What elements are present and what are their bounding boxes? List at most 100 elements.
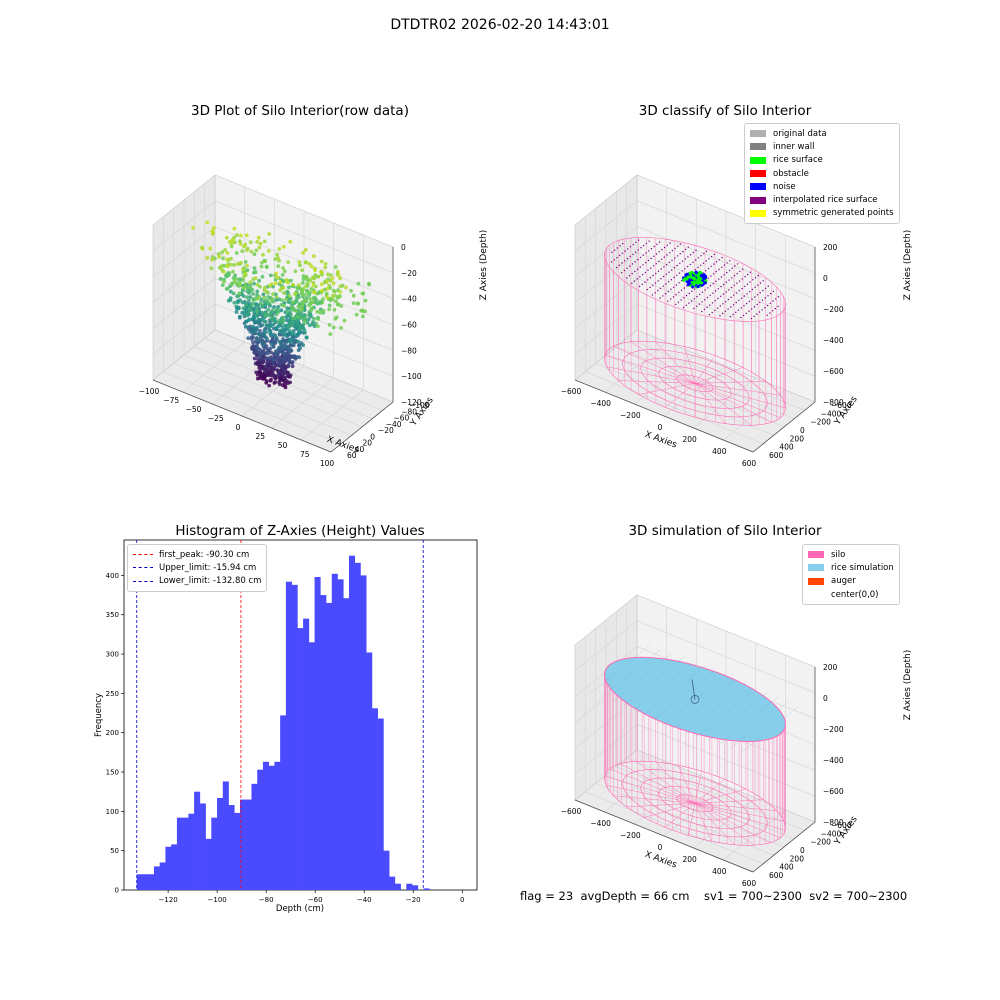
data-point: [355, 301, 360, 306]
data-point: [273, 316, 277, 321]
interpolated-point: [712, 292, 714, 294]
histogram-bar: [205, 838, 212, 890]
data-point: [252, 270, 257, 274]
data-point: [252, 310, 257, 315]
data-point: [255, 282, 260, 287]
x-tick-label: 600: [742, 879, 757, 888]
interpolated-point: [751, 298, 753, 300]
data-point: [276, 324, 281, 329]
interpolated-point: [644, 271, 646, 274]
interpolated-point: [693, 298, 695, 300]
silo-floor-spoke: [605, 354, 696, 384]
data-point: [277, 370, 281, 375]
data-point: [304, 288, 309, 293]
silo-floor-spoke: [606, 366, 696, 384]
interpolated-point: [660, 278, 662, 280]
silo-floor-spoke: [694, 381, 766, 384]
data-point: [289, 355, 293, 360]
interpolated-point: [611, 251, 613, 253]
x-tick-label: 200: [683, 855, 698, 864]
data-point: [227, 240, 232, 244]
noise-point: [700, 273, 704, 277]
plot3-bars: [136, 555, 430, 890]
data-point: [331, 325, 336, 330]
data-point: [257, 295, 262, 299]
silo-floor-spoke: [694, 803, 781, 839]
data-point: [237, 291, 242, 296]
interpolated-point: [748, 300, 751, 303]
interpolated-point: [681, 260, 684, 262]
data-point: [212, 226, 216, 230]
legend-swatch: [750, 130, 766, 138]
interpolated-point: [722, 293, 725, 295]
data-point: [275, 349, 279, 353]
interpolated-point: [632, 243, 634, 246]
interpolated-point: [653, 245, 655, 248]
interpolated-point: [745, 312, 747, 314]
data-point: [205, 256, 210, 260]
data-point: [265, 379, 269, 383]
legend-swatch: [750, 196, 766, 204]
data-point: [220, 283, 225, 287]
data-point: [220, 250, 224, 255]
legend-label: rice surface: [773, 155, 823, 166]
data-point: [336, 269, 340, 274]
interpolated-point: [628, 275, 631, 277]
data-point: [293, 269, 298, 274]
interpolated-point: [732, 313, 734, 316]
data-point: [312, 295, 317, 300]
interpolated-point: [676, 274, 678, 276]
interpolated-point: [757, 274, 759, 277]
data-point: [333, 299, 338, 304]
data-point: [231, 238, 235, 243]
interpolated-point: [659, 297, 661, 299]
interpolated-point: [666, 254, 668, 256]
interpolated-point: [670, 298, 672, 300]
interpolated-point: [643, 244, 645, 247]
interpolated-point: [621, 252, 624, 254]
data-point: [282, 375, 286, 379]
interpolated-point: [671, 259, 673, 261]
interpolated-point: [616, 257, 618, 259]
interpolated-point: [740, 307, 742, 309]
histogram-bar: [245, 799, 252, 890]
data-point: [258, 241, 263, 246]
legend-swatch: [133, 554, 153, 556]
data-point: [237, 314, 242, 319]
interpolated-point: [679, 262, 681, 265]
interpolated-point: [672, 296, 675, 298]
interpolated-point: [671, 269, 673, 271]
data-point: [264, 330, 268, 334]
interpolated-point: [693, 307, 695, 310]
data-point: [257, 278, 261, 283]
data-point: [245, 295, 249, 299]
silo-ring: [676, 374, 714, 393]
histogram-bar: [331, 573, 338, 890]
y-tick-label: 600: [769, 871, 784, 880]
legend-swatch: [808, 591, 824, 599]
data-point: [235, 262, 240, 266]
rice-mesh-line: [686, 683, 747, 733]
interpolated-point: [703, 308, 706, 311]
interpolated-point: [621, 262, 623, 264]
histogram-bar: [297, 628, 304, 890]
data-point: [351, 301, 356, 305]
data-point: [252, 252, 257, 257]
histogram-bar: [366, 652, 373, 890]
silo-floor-spoke: [694, 383, 786, 409]
data-point: [264, 264, 269, 269]
interpolated-point: [663, 256, 665, 258]
interpolated-point: [740, 316, 742, 319]
data-point: [230, 282, 234, 287]
interpolated-point: [648, 240, 650, 242]
interpolated-point: [736, 263, 739, 265]
interpolated-point: [624, 250, 626, 252]
data-point: [297, 304, 302, 309]
interpolated-point: [671, 249, 674, 252]
data-point: [339, 326, 343, 330]
interpolated-point: [753, 306, 756, 308]
data-point: [269, 273, 273, 278]
x-tick-label: −75: [163, 396, 179, 405]
interpolated-point: [756, 303, 758, 306]
histogram-bar: [171, 844, 178, 890]
